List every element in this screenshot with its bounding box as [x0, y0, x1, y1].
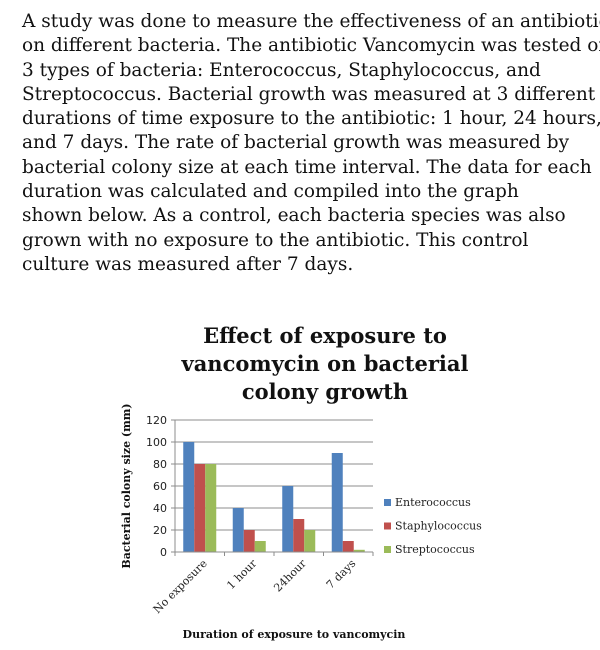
y-tick-label: 60: [153, 480, 167, 493]
passage-line: Streptococcus. Bacterial growth was meas…: [22, 83, 596, 105]
chart-title: Effect of exposure to vancomycin on bact…: [160, 322, 490, 406]
x-category-label: No exposure: [151, 557, 210, 616]
bar-enterococcus-2: [232, 508, 244, 552]
passage-line: A study was done to measure the effectiv…: [22, 11, 600, 32]
y-tick-label: 40: [153, 502, 167, 515]
legend-swatch-enterococcus: [384, 499, 391, 506]
y-tick-label: 100: [146, 436, 167, 449]
y-tick-label: 20: [153, 524, 167, 537]
passage-line: 3 types of bacteria: Enterococcus, Staph…: [22, 59, 541, 81]
bar-enterococcus-3: [282, 486, 294, 552]
chart-title-line: Effect of exposure to: [203, 323, 447, 348]
legend-label-enterococcus: Enterococcus: [395, 496, 471, 509]
passage-line: grown with no exposure to the antibiotic…: [22, 229, 529, 251]
x-category-label: 7 days: [324, 557, 359, 592]
passage-line: durations of time exposure to the antibi…: [22, 108, 600, 130]
bar-enterococcus-1: [183, 442, 195, 552]
passage-line: and 7 days. The rate of bacterial growth…: [22, 132, 570, 154]
chart-legend: Enterococcus Staphylococcus Streptococcus: [384, 496, 482, 556]
y-axis-ticks: 0 20 40 60 80 100 120: [146, 414, 175, 559]
legend-swatch-streptococcus: [384, 546, 391, 553]
passage-line: duration was calculated and compiled int…: [22, 181, 519, 203]
x-category-label: 1 hour: [224, 556, 260, 592]
chart-bars: [183, 442, 365, 552]
passage-line: shown below. As a control, each bacteria…: [22, 205, 566, 227]
bar-staphylococcus-2: [243, 530, 255, 552]
passage-line: on different bacteria. The antibiotic Va…: [22, 35, 600, 57]
bar-staphylococcus-4: [342, 541, 354, 552]
passage-line: bacterial colony size at each time inter…: [22, 156, 592, 178]
legend-label-streptococcus: Streptococcus: [395, 543, 475, 556]
x-axis-categories: No exposure 1 hour 24hour 7 days: [151, 556, 359, 616]
question-passage: A study was done to measure the effectiv…: [22, 10, 600, 277]
x-axis-label: Duration of exposure to vancomycin: [183, 628, 406, 641]
chart-title-line: colony growth: [241, 379, 409, 404]
y-tick-label: 0: [160, 546, 167, 559]
bar-staphylococcus-3: [293, 519, 305, 552]
x-category-label: 24hour: [271, 556, 309, 594]
bar-staphylococcus-1: [194, 464, 206, 552]
y-tick-label: 120: [146, 414, 167, 427]
y-axis-label: Bacterial colony size (mm): [120, 403, 133, 568]
bar-enterococcus-4: [331, 453, 343, 552]
bar-streptococcus-1: [205, 464, 217, 552]
bar-streptococcus-3: [304, 530, 316, 552]
chart-title-line: vancomycin on bacterial: [181, 351, 469, 376]
legend-swatch-staphylococcus: [384, 522, 391, 530]
legend-label-staphylococcus: Staphylococcus: [395, 520, 482, 533]
bar-streptococcus-2: [254, 541, 266, 552]
bar-streptococcus-4: [353, 549, 365, 552]
y-tick-label: 80: [153, 458, 167, 471]
passage-line: culture was measured after 7 days.: [22, 253, 354, 275]
